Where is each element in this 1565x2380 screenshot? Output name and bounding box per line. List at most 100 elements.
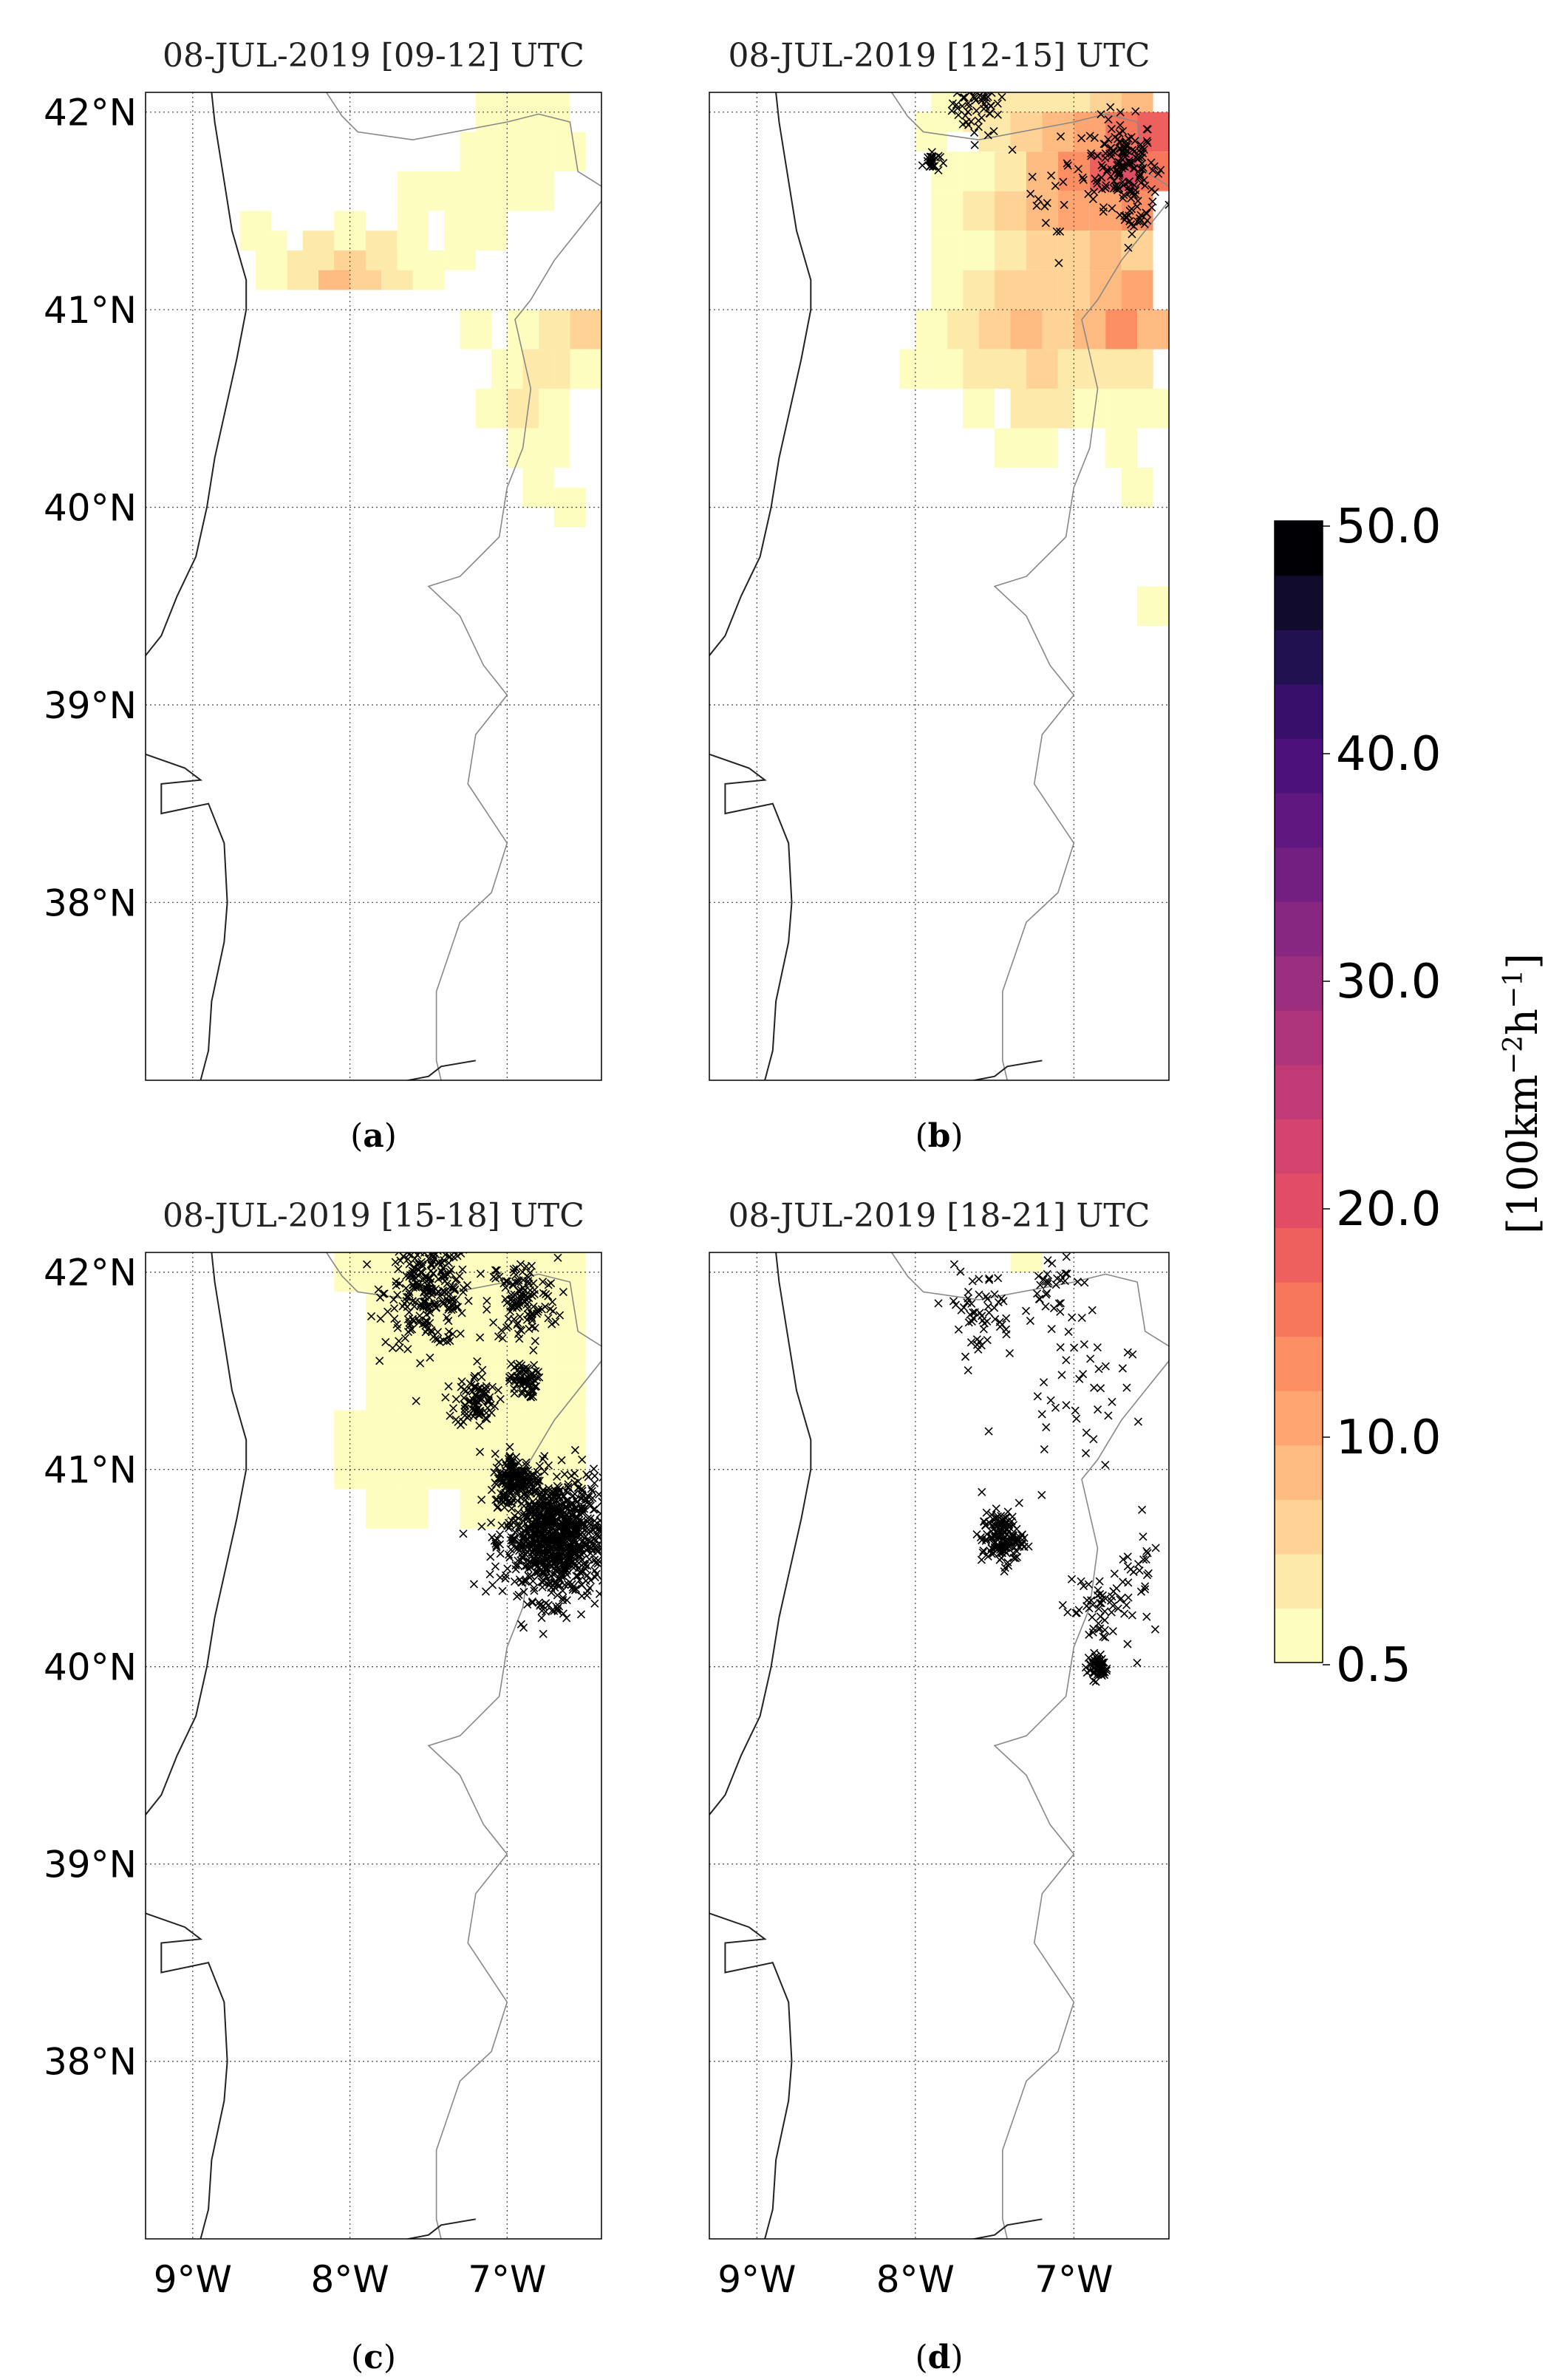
lon-tick-label: 9°W bbox=[717, 2258, 796, 2301]
lightning-strike-marker bbox=[491, 1539, 500, 1548]
lightning-strike-marker bbox=[964, 1365, 972, 1375]
lightning-strike-marker bbox=[510, 1385, 519, 1394]
lightning-strike-marker bbox=[1108, 1397, 1116, 1406]
lightning-strike-marker bbox=[573, 1572, 582, 1581]
lightning-strike-marker bbox=[400, 1334, 409, 1343]
lightning-strike-marker bbox=[410, 1263, 419, 1272]
lightning-strike-marker bbox=[1068, 1313, 1077, 1322]
lightning-strike-marker bbox=[502, 1571, 511, 1580]
lightning-strike-marker bbox=[552, 1472, 562, 1481]
lightning-strike-marker bbox=[983, 131, 992, 140]
lightning-strike-marker bbox=[971, 83, 978, 90]
lightning-strike-marker bbox=[964, 99, 972, 108]
lightning-strike-marker bbox=[583, 1586, 593, 1596]
density-cell bbox=[460, 1450, 492, 1490]
lightning-strike-marker bbox=[449, 1404, 458, 1413]
lightning-strike-marker bbox=[533, 1472, 542, 1481]
lightning-strike-marker bbox=[590, 1555, 599, 1564]
lightning-strike-marker bbox=[553, 1605, 562, 1614]
lightning-strike-marker bbox=[1037, 1410, 1046, 1419]
lightning-strike-marker bbox=[1077, 134, 1086, 143]
lightning-strike-marker bbox=[390, 1304, 399, 1313]
lightning-strike-marker bbox=[1136, 165, 1145, 174]
lightning-strike-marker bbox=[403, 1345, 412, 1354]
lightning-strike-marker bbox=[1110, 1569, 1119, 1578]
lightning-strike-marker bbox=[433, 1252, 442, 1255]
lightning-strike-marker bbox=[601, 1502, 609, 1510]
lightning-strike-marker bbox=[1095, 1577, 1104, 1586]
lightning-strike-marker bbox=[1000, 1567, 1009, 1576]
lightning-strike-marker bbox=[1096, 1612, 1105, 1621]
lightning-strike-marker bbox=[1047, 1324, 1056, 1334]
lightning-strike-marker bbox=[579, 1507, 587, 1516]
colorbar-tick-label: 30.0 bbox=[1336, 955, 1442, 1009]
lightning-strike-marker bbox=[1100, 1626, 1109, 1634]
density-cell bbox=[1057, 349, 1090, 389]
lightning-strike-marker bbox=[1088, 1306, 1097, 1315]
lightning-strike-marker bbox=[510, 1484, 519, 1493]
lightning-strike-marker bbox=[452, 1275, 461, 1283]
lightning-strike-marker bbox=[542, 1572, 550, 1581]
lightning-strike-marker bbox=[463, 1281, 472, 1289]
lightning-strike-marker bbox=[501, 1574, 510, 1583]
lightning-strike-marker bbox=[1104, 115, 1113, 124]
lightning-strike-marker bbox=[593, 1531, 601, 1541]
lightning-strike-marker bbox=[1108, 204, 1116, 213]
panel-a: 08-JUL-2019 [09-12] UTC 42°N 41°N 40°N 39°N 3… bbox=[44, 37, 602, 1155]
density-cell bbox=[1137, 112, 1169, 152]
map-panels: 08-JUL-2019 [09-12] UTC 42°N 41°N 40°N 39°N 3… bbox=[44, 37, 1170, 2376]
lightning-strike-marker bbox=[1084, 1653, 1093, 1663]
colorbar-segment bbox=[1275, 1227, 1323, 1283]
lightning-strike-marker bbox=[1138, 1505, 1147, 1514]
density-cell bbox=[570, 349, 601, 389]
panel-d: 08-JUL-2019 [18-21] UTC 9°W 8°W 7°W (d) bbox=[709, 1197, 1170, 2376]
lightning-strike-marker bbox=[530, 1586, 539, 1595]
lightning-strike-marker bbox=[1133, 197, 1142, 205]
map-area bbox=[146, 92, 601, 1080]
lightning-strike-marker bbox=[511, 1270, 520, 1279]
lightning-strike-marker bbox=[1097, 1666, 1105, 1676]
lightning-strike-marker bbox=[1116, 154, 1125, 163]
lightning-strike-marker bbox=[449, 1236, 457, 1244]
lightning-strike-marker bbox=[607, 1545, 615, 1552]
lightning-strike-marker bbox=[499, 1469, 508, 1478]
lightning-strike-marker bbox=[543, 1501, 552, 1510]
lightning-strike-marker bbox=[366, 1312, 376, 1321]
lightning-strike-marker bbox=[1143, 138, 1152, 147]
lightning-strike-marker bbox=[427, 1326, 436, 1334]
density-cell bbox=[397, 1410, 429, 1450]
lightning-strike-marker bbox=[489, 1318, 498, 1327]
lightning-strike-marker bbox=[1063, 1269, 1071, 1278]
lightning-strike-marker bbox=[1107, 1596, 1116, 1605]
lightning-strike-marker bbox=[520, 1466, 529, 1475]
lightning-strike-marker bbox=[1062, 1252, 1071, 1261]
lightning-strike-marker bbox=[605, 1541, 613, 1548]
lightning-strike-marker bbox=[1136, 217, 1145, 226]
lightning-strike-marker bbox=[1036, 1281, 1045, 1289]
lightning-strike-marker bbox=[577, 1592, 586, 1600]
lightning-strike-marker bbox=[1116, 108, 1125, 117]
lightning-strike-marker bbox=[426, 1259, 436, 1269]
lightning-strike-marker bbox=[498, 1334, 507, 1343]
lightning-strike-marker bbox=[590, 1566, 599, 1575]
density-cell bbox=[963, 349, 995, 389]
density-cell bbox=[995, 231, 1026, 270]
density-cell bbox=[963, 151, 995, 191]
lightning-strike-marker bbox=[539, 1278, 548, 1286]
density-cell bbox=[1074, 389, 1106, 429]
lightning-strike-marker bbox=[577, 1581, 586, 1589]
south-coastline bbox=[404, 2218, 476, 2239]
lightning-strike-marker bbox=[520, 1374, 529, 1383]
coastline bbox=[146, 92, 248, 1080]
lightning-strike-marker bbox=[1154, 169, 1163, 178]
lightning-strike-marker bbox=[507, 1290, 516, 1300]
lightning-strike-marker bbox=[1084, 1580, 1093, 1589]
lon-tick-label: 7°W bbox=[468, 2258, 546, 2301]
lightning-strike-marker bbox=[516, 1325, 525, 1334]
lightning-strike-marker bbox=[1094, 1619, 1103, 1628]
lightning-strike-marker bbox=[476, 1269, 485, 1278]
lightning-strike-marker bbox=[1114, 171, 1123, 180]
lightning-strike-marker bbox=[409, 1283, 417, 1292]
lightning-strike-marker bbox=[517, 1361, 526, 1370]
density-cell bbox=[899, 349, 932, 389]
